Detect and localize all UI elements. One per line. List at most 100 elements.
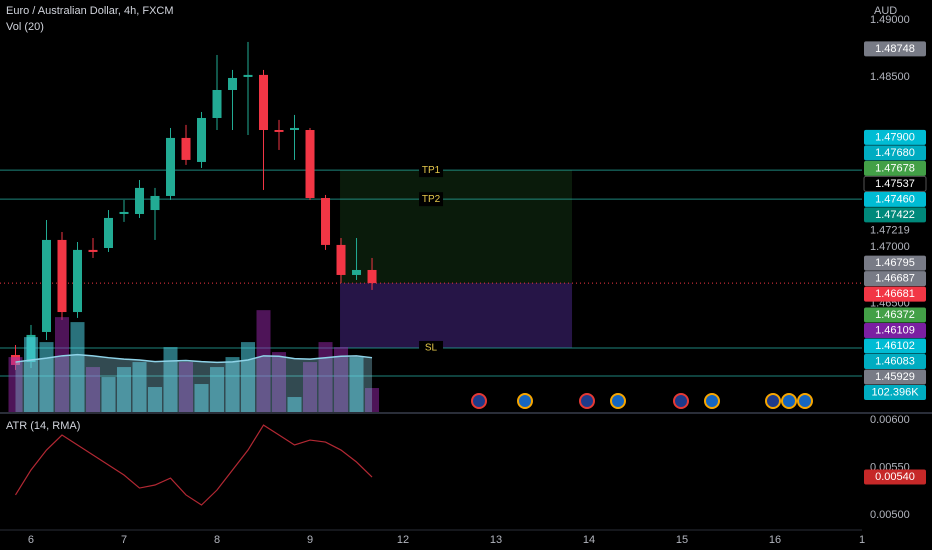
candle-body bbox=[212, 89, 222, 118]
candle-body bbox=[73, 249, 83, 313]
x-tick-label: 7 bbox=[121, 534, 127, 546]
candle-body bbox=[119, 211, 129, 214]
x-tick-label: 15 bbox=[676, 534, 688, 546]
price-badge bbox=[864, 338, 926, 354]
candle-body bbox=[305, 130, 315, 199]
y-tick-label: 1.49000 bbox=[870, 14, 910, 26]
x-tick-label: 16 bbox=[769, 534, 781, 546]
candle-body bbox=[352, 269, 362, 275]
price-badge bbox=[863, 175, 927, 192]
level-label-bg bbox=[419, 340, 444, 355]
price-badge-label: 1.47460 bbox=[875, 193, 915, 205]
au-event-icon[interactable] bbox=[765, 393, 781, 409]
volume-bar bbox=[225, 357, 240, 412]
volume-bar bbox=[256, 310, 271, 412]
y-tick-label: 1.47000 bbox=[870, 241, 910, 253]
price-badge-label: 1.46083 bbox=[875, 355, 915, 367]
candle-body bbox=[181, 137, 191, 160]
volume-bar bbox=[287, 397, 302, 412]
eu-event-icon[interactable] bbox=[610, 393, 626, 409]
chart-title: Euro / Australian Dollar, 4h, FXCM bbox=[6, 5, 174, 17]
candle-body bbox=[321, 198, 331, 245]
candle-body bbox=[228, 77, 238, 90]
price-badge-label: 102.396K bbox=[871, 386, 919, 398]
price-badge-label: 1.46372 bbox=[875, 309, 915, 321]
price-badge bbox=[864, 369, 926, 385]
price-badge-label: 1.47537 bbox=[875, 178, 915, 190]
y-tick-label: 0.00500 bbox=[870, 509, 910, 521]
x-tick-label: 9 bbox=[307, 534, 313, 546]
au-event-icon[interactable] bbox=[579, 393, 595, 409]
volume-bar bbox=[148, 387, 163, 412]
level-label: TP1 bbox=[422, 165, 441, 176]
eu-event-icon[interactable] bbox=[797, 393, 813, 409]
candle-body bbox=[57, 239, 67, 313]
x-tick-label: 14 bbox=[583, 534, 595, 546]
eu-event-icon[interactable] bbox=[704, 393, 720, 409]
eu-event-icon[interactable] bbox=[517, 393, 533, 409]
price-badge bbox=[864, 207, 926, 223]
price-badge-label: 1.47900 bbox=[875, 131, 915, 143]
volume-bar bbox=[117, 367, 132, 412]
candle-body bbox=[166, 137, 176, 196]
volume-bar bbox=[8, 357, 23, 412]
candle-body bbox=[197, 117, 207, 162]
volume-bar bbox=[318, 342, 333, 412]
price-badge bbox=[864, 41, 926, 57]
level-label: SL bbox=[425, 343, 438, 354]
y-tick-label: 0.00600 bbox=[870, 414, 910, 426]
volume-bar bbox=[39, 342, 54, 412]
price-badge-label: 1.46109 bbox=[875, 324, 915, 336]
value-badge-label: 0.00540 bbox=[875, 471, 915, 483]
volume-bar bbox=[70, 322, 85, 412]
level-label-bg bbox=[419, 192, 444, 207]
volume-bar bbox=[334, 347, 349, 412]
volume-bar bbox=[349, 357, 364, 412]
atr-title: ATR (14, RMA) bbox=[6, 420, 80, 432]
volume-bar bbox=[179, 362, 194, 412]
x-tick-label: 6 bbox=[28, 534, 34, 546]
volume-bar bbox=[101, 377, 116, 412]
price-badge bbox=[864, 353, 926, 369]
au-event-icon[interactable] bbox=[673, 393, 689, 409]
price-badge bbox=[864, 271, 926, 287]
candle-body bbox=[290, 127, 300, 131]
atr-line bbox=[14, 424, 373, 506]
price-badge-label: 1.46681 bbox=[875, 288, 915, 300]
price-badge-label: 1.47680 bbox=[875, 147, 915, 159]
x-tick-label: 1 bbox=[859, 534, 865, 546]
price-badge bbox=[864, 129, 926, 145]
level-label: TP2 bbox=[422, 194, 441, 205]
level-label-bg bbox=[419, 163, 444, 178]
candle-body bbox=[103, 217, 113, 248]
price-badge bbox=[864, 160, 926, 176]
price-badge-label: 1.47678 bbox=[875, 162, 915, 174]
volume-bar bbox=[194, 384, 209, 412]
volume-ma-line bbox=[15, 353, 373, 364]
au-event-icon[interactable] bbox=[471, 393, 487, 409]
volume-bar bbox=[365, 388, 380, 412]
price-badge-label: 1.45929 bbox=[875, 371, 915, 383]
price-badge bbox=[864, 384, 926, 400]
candle-body bbox=[88, 249, 98, 252]
candle-body bbox=[367, 269, 377, 284]
candle-body bbox=[274, 130, 284, 132]
price-badge bbox=[864, 255, 926, 271]
y-tick-label: 1.48500 bbox=[870, 71, 910, 83]
loss-zone bbox=[340, 283, 573, 348]
volume-bar bbox=[163, 347, 178, 412]
volume-bar bbox=[54, 317, 69, 412]
eu-event-icon[interactable] bbox=[781, 393, 797, 409]
price-badge bbox=[864, 145, 926, 161]
candle-body bbox=[42, 239, 52, 332]
price-badge-label: 1.46687 bbox=[875, 273, 915, 285]
price-badge bbox=[864, 322, 926, 338]
event-icons bbox=[471, 393, 813, 409]
volume-bar bbox=[210, 367, 225, 412]
candle-body bbox=[336, 244, 346, 275]
candle-body bbox=[259, 74, 269, 131]
price-badge-label: 1.47422 bbox=[875, 209, 915, 221]
price-label: 1.47219 bbox=[870, 224, 910, 236]
